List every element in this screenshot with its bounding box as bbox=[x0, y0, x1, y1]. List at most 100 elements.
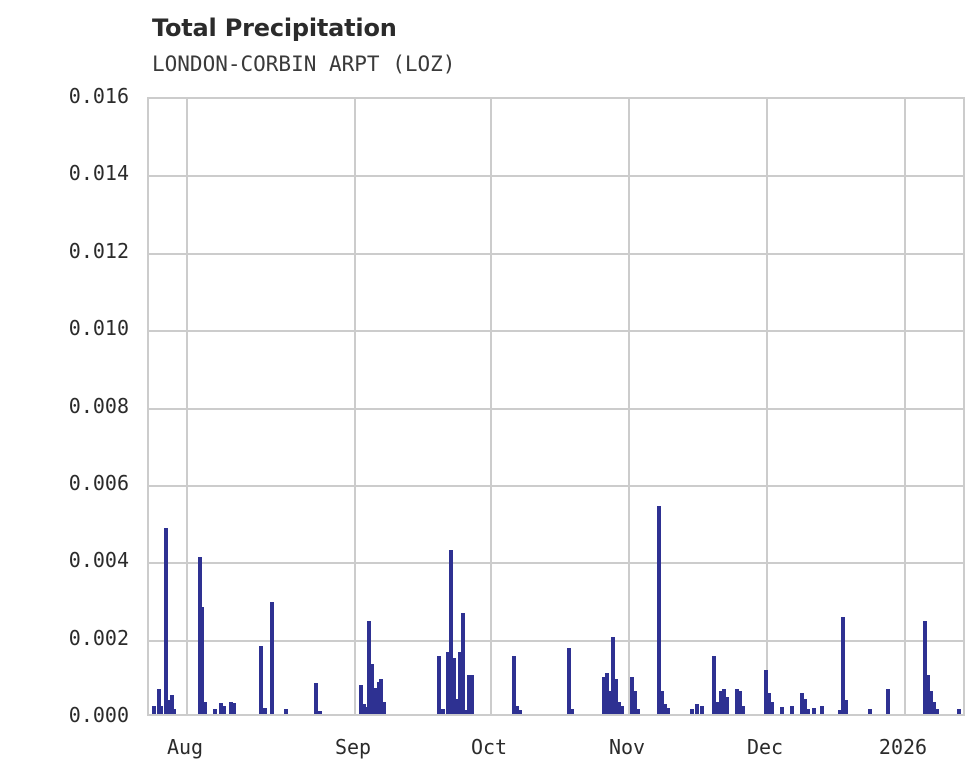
chart-subtitle: LONDON-CORBIN ARPT (LOZ) bbox=[152, 52, 456, 76]
y-tick-label: 0.016 bbox=[68, 84, 129, 108]
bar bbox=[605, 673, 609, 714]
bar bbox=[844, 700, 848, 714]
bar bbox=[803, 698, 807, 714]
bar bbox=[467, 675, 471, 714]
bar bbox=[518, 710, 522, 714]
bar bbox=[812, 708, 816, 714]
bar bbox=[695, 704, 699, 714]
bar bbox=[446, 652, 450, 714]
bar bbox=[957, 709, 961, 714]
bar bbox=[614, 679, 618, 714]
bar bbox=[764, 669, 768, 714]
bar bbox=[318, 710, 322, 714]
bar bbox=[437, 655, 441, 714]
bar bbox=[719, 690, 723, 714]
bar bbox=[617, 702, 621, 714]
bar bbox=[700, 706, 704, 714]
bar bbox=[200, 606, 204, 714]
bar bbox=[159, 705, 163, 714]
x-tick-label: Aug bbox=[166, 735, 204, 759]
y-tick-label: 0.014 bbox=[68, 161, 129, 186]
bar bbox=[364, 707, 368, 714]
bar bbox=[935, 709, 939, 714]
bar bbox=[449, 549, 453, 714]
bar bbox=[602, 677, 606, 714]
bar bbox=[690, 709, 694, 714]
bar bbox=[611, 636, 615, 714]
bar bbox=[806, 709, 810, 714]
gridline-horizontal bbox=[149, 562, 963, 565]
bar bbox=[666, 708, 670, 714]
x-tick-label: 2026 bbox=[878, 735, 928, 759]
bar bbox=[770, 702, 774, 714]
bar bbox=[923, 621, 927, 714]
bar bbox=[512, 655, 516, 714]
bar bbox=[735, 688, 739, 714]
gridline-horizontal bbox=[149, 330, 963, 333]
bar bbox=[738, 690, 742, 714]
bar bbox=[838, 710, 842, 714]
gridline-vertical bbox=[186, 99, 188, 714]
bar bbox=[152, 706, 156, 714]
bar bbox=[660, 690, 664, 714]
bar bbox=[630, 677, 634, 714]
x-tick-label: Oct bbox=[470, 735, 508, 759]
bar bbox=[570, 709, 574, 714]
bar bbox=[441, 709, 445, 714]
plot-area bbox=[147, 97, 965, 716]
gridline-vertical bbox=[490, 99, 492, 714]
bar bbox=[263, 708, 267, 714]
bar bbox=[515, 706, 519, 714]
bar bbox=[932, 702, 936, 714]
gridline-horizontal bbox=[149, 175, 963, 178]
bar bbox=[164, 528, 168, 714]
bar bbox=[157, 688, 161, 714]
y-tick-label: 0.000 bbox=[68, 703, 129, 727]
bar bbox=[367, 621, 371, 714]
bar bbox=[929, 690, 933, 714]
bar bbox=[820, 706, 824, 714]
bar bbox=[790, 706, 794, 714]
bar bbox=[259, 646, 263, 714]
bar bbox=[374, 687, 378, 714]
bar bbox=[370, 663, 374, 714]
bar bbox=[379, 679, 383, 714]
bar bbox=[359, 684, 363, 714]
bar bbox=[270, 601, 274, 714]
bar bbox=[172, 709, 176, 714]
bar bbox=[663, 704, 667, 714]
bar bbox=[868, 709, 872, 714]
bar bbox=[464, 710, 468, 714]
gridline-horizontal bbox=[149, 639, 963, 642]
bar bbox=[767, 692, 771, 714]
y-tick-label: 0.006 bbox=[68, 470, 129, 495]
bar bbox=[461, 613, 465, 714]
bar bbox=[722, 688, 726, 714]
x-tick-label: Dec bbox=[746, 735, 784, 759]
y-tick-label: 0.008 bbox=[68, 393, 129, 418]
bar bbox=[382, 702, 386, 714]
bar bbox=[222, 706, 226, 714]
bar bbox=[926, 675, 930, 714]
bar bbox=[841, 617, 845, 714]
bar bbox=[314, 683, 318, 714]
bar bbox=[620, 706, 624, 714]
bar bbox=[725, 696, 729, 714]
x-tick-label: Sep bbox=[334, 735, 372, 759]
bar bbox=[636, 709, 640, 714]
gridline-vertical bbox=[904, 99, 906, 714]
y-tick-label: 0.012 bbox=[68, 238, 129, 263]
bar bbox=[232, 703, 236, 714]
bar bbox=[712, 655, 716, 714]
bar bbox=[167, 700, 171, 714]
y-tick-label: 0.004 bbox=[68, 548, 129, 573]
gridline-vertical bbox=[354, 99, 356, 714]
gridline-vertical bbox=[628, 99, 630, 714]
bar bbox=[455, 698, 459, 714]
bar bbox=[203, 702, 207, 714]
bar bbox=[633, 690, 637, 714]
x-axis-ticks: Aug Sep Oct Nov Dec 2026 bbox=[0, 735, 980, 765]
bar bbox=[458, 652, 462, 714]
chart-title: Total Precipitation bbox=[152, 14, 397, 42]
bar bbox=[886, 688, 890, 714]
